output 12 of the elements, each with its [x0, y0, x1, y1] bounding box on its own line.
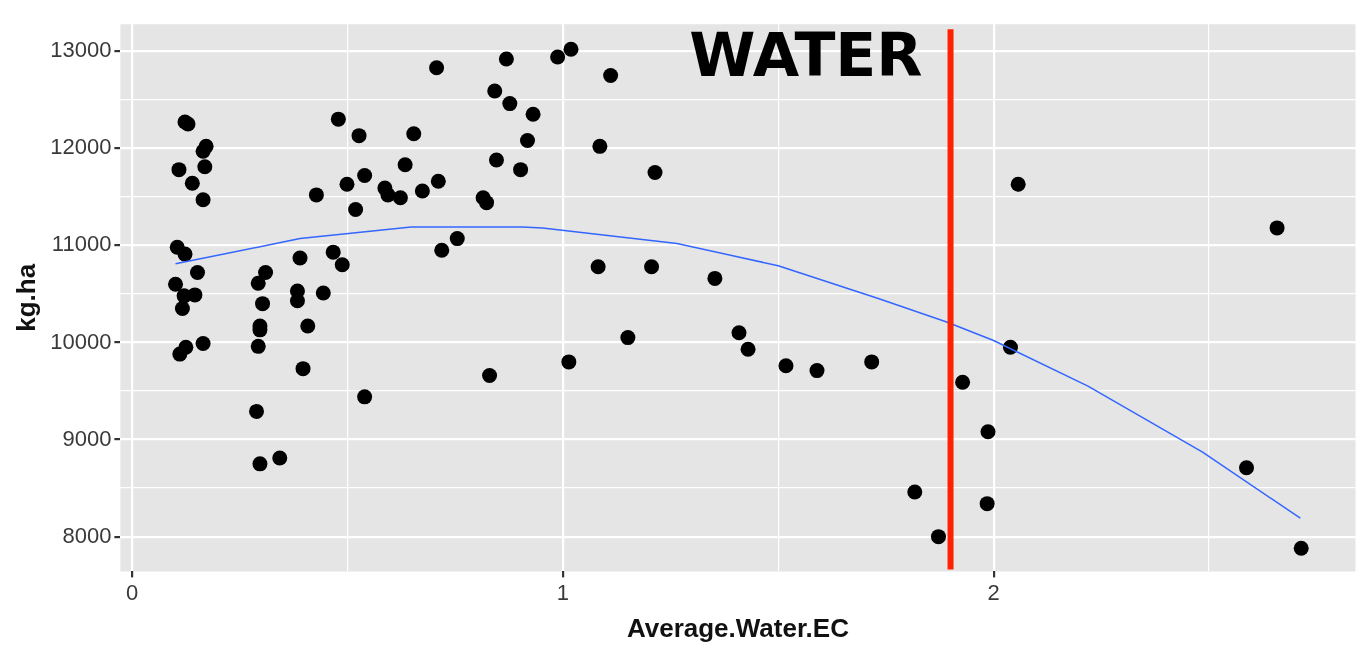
y-tick-label: 12000	[50, 134, 112, 160]
x-axis-title: Average.Water.EC	[626, 612, 850, 643]
y-axis-title: kg.ha	[10, 263, 41, 332]
x-tick-label: 1	[556, 579, 569, 605]
y-tick-label: 11000	[51, 231, 112, 257]
y-tick-label: 9000	[62, 425, 112, 451]
x-tick-label: 0	[125, 579, 139, 605]
y-tick-label: 10000	[50, 328, 112, 354]
y-tick-label: 8000	[62, 522, 112, 548]
ref-line-label: WATER	[689, 19, 923, 90]
y-tick-label: 13000	[50, 37, 112, 63]
x-tick-label: 2	[987, 579, 1000, 605]
